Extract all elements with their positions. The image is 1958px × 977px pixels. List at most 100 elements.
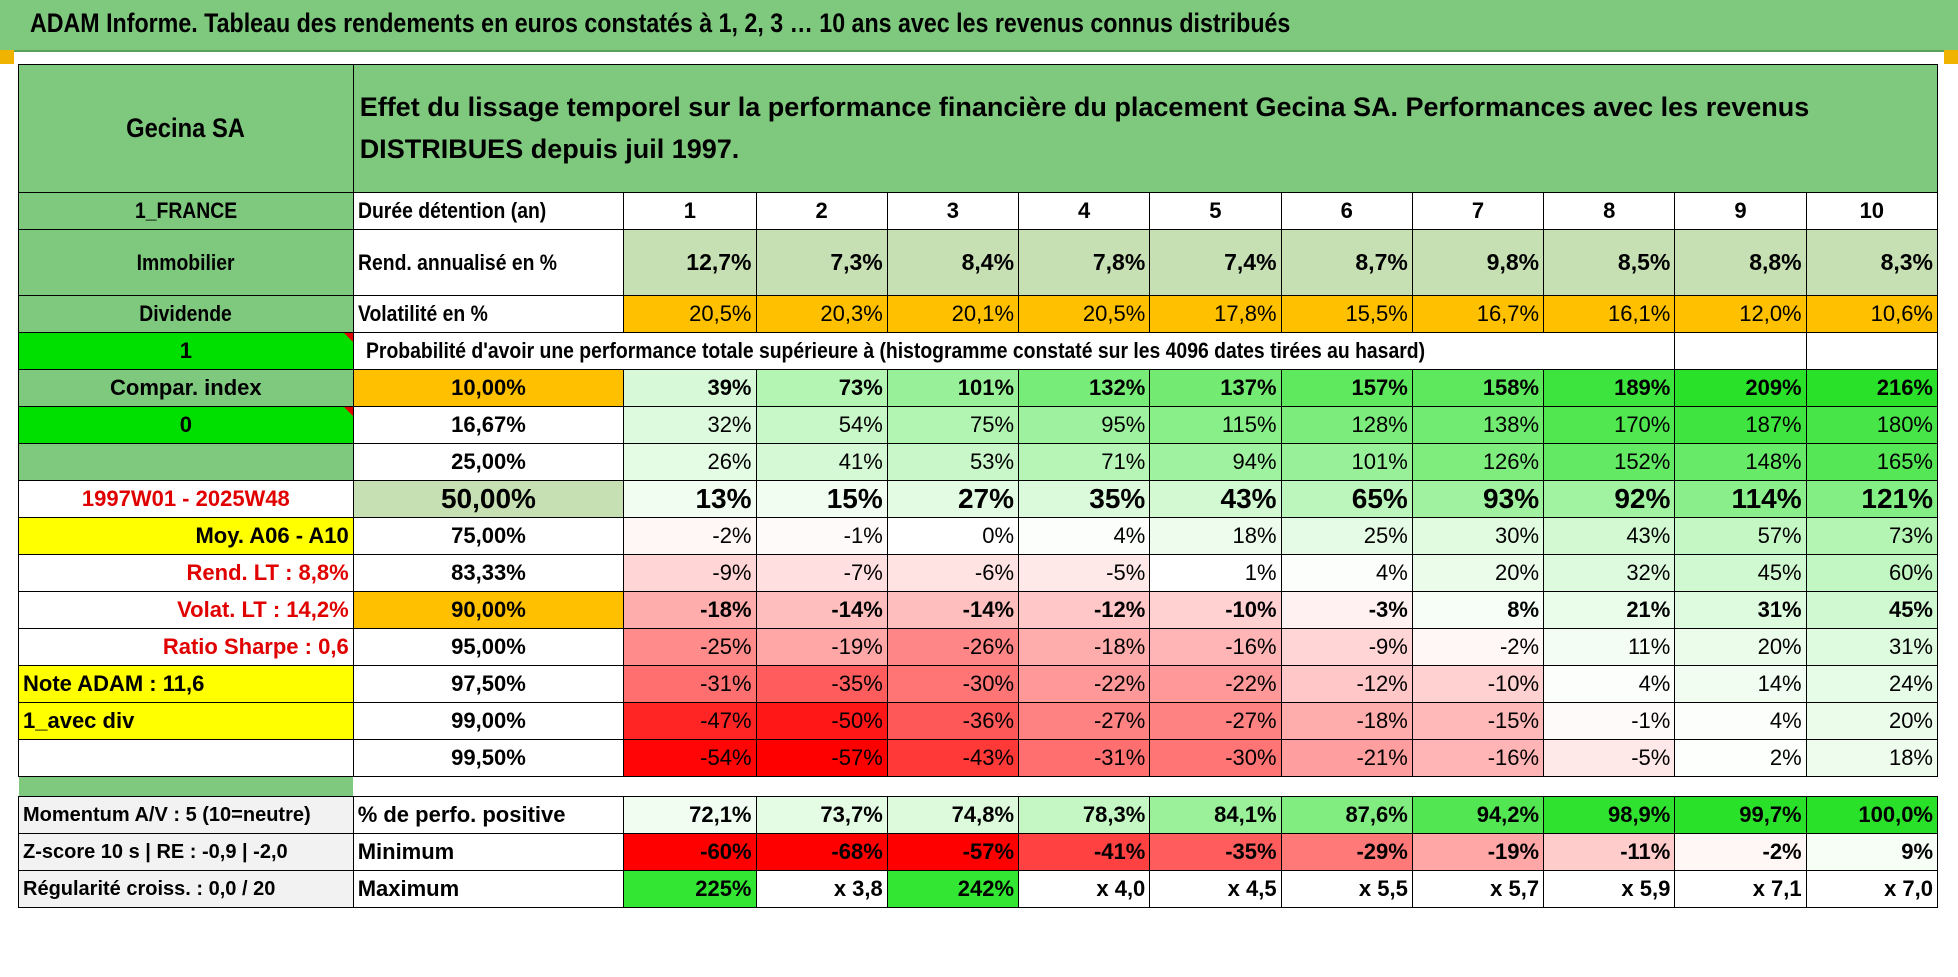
probability-value: -1%	[755, 517, 888, 555]
probability-value: -35%	[755, 665, 888, 703]
probability-value: 187%	[1674, 406, 1807, 444]
probability-value: 30%	[1411, 517, 1545, 555]
probability-value: -31%	[1018, 739, 1151, 777]
maximum-value: x 4,0	[1018, 870, 1151, 908]
maximum-value: x 5,7	[1411, 870, 1545, 908]
probability-threshold: 99,00%	[352, 702, 625, 740]
empty-label-cell	[18, 739, 354, 777]
positive-performance-value: 99,7%	[1674, 796, 1807, 834]
probability-threshold: 95,00%	[352, 628, 625, 666]
maximum-value: x 4,5	[1149, 870, 1282, 908]
probability-value: 11%	[1543, 628, 1676, 666]
probability-value: 65%	[1280, 480, 1413, 518]
probability-value: 20%	[1674, 628, 1807, 666]
probability-value: 25%	[1280, 517, 1413, 555]
minimum-value: -57%	[886, 833, 1020, 871]
positive-performance-label: % de perfo. positive	[352, 796, 625, 834]
probability-value: 24%	[1805, 665, 1939, 703]
probability-value: 26%	[623, 443, 757, 481]
volatility-label: Volatilité en %	[352, 295, 625, 333]
minimum-value: 9%	[1805, 833, 1939, 871]
probability-value: 60%	[1805, 554, 1939, 592]
period-label: 1997W01 - 2025W48	[18, 480, 354, 518]
maximum-value: x 7,0	[1805, 870, 1939, 908]
positive-performance-value: 73,7%	[755, 796, 888, 834]
annual-return-value: 8,7%	[1280, 229, 1413, 296]
volatility-value: 15,5%	[1280, 295, 1413, 333]
probability-threshold: 97,50%	[352, 665, 625, 703]
probability-value: 71%	[1018, 443, 1151, 481]
spacer-cell	[18, 776, 354, 797]
probability-value: -2%	[623, 517, 757, 555]
probability-value: 14%	[1674, 665, 1807, 703]
probability-value: 4%	[1543, 665, 1676, 703]
dividend-label: Dividende	[18, 295, 354, 333]
probability-value: 20%	[1805, 702, 1939, 740]
flag-one-cell: 1	[18, 332, 354, 370]
year-header: 1	[623, 192, 757, 230]
maximum-value: x 5,9	[1543, 870, 1676, 908]
probability-value: 137%	[1149, 369, 1282, 407]
maximum-value: 242%	[886, 870, 1020, 908]
probability-value: 20%	[1411, 554, 1545, 592]
probability-threshold: 75,00%	[352, 517, 625, 555]
volatility-value: 16,1%	[1543, 295, 1676, 333]
probability-value: -3%	[1280, 591, 1413, 629]
positive-performance-value: 87,6%	[1280, 796, 1413, 834]
probability-value: 180%	[1805, 406, 1939, 444]
positive-performance-value: 100,0%	[1805, 796, 1939, 834]
probability-value: 43%	[1149, 480, 1282, 518]
annual-return-value: 9,8%	[1411, 229, 1545, 296]
probability-value: -43%	[886, 739, 1020, 777]
probability-value: 75%	[886, 406, 1020, 444]
annual-return-value: 8,3%	[1805, 229, 1939, 296]
probability-value: -22%	[1018, 665, 1151, 703]
probability-value: -26%	[886, 628, 1020, 666]
probability-value: 53%	[886, 443, 1020, 481]
probability-value: -27%	[1149, 702, 1282, 740]
probability-value: -16%	[1149, 628, 1282, 666]
probability-value: -18%	[1280, 702, 1413, 740]
probability-value: -9%	[623, 554, 757, 592]
year-header: 8	[1543, 192, 1676, 230]
annual-return-value: 7,4%	[1149, 229, 1282, 296]
volatility-value: 12,0%	[1674, 295, 1807, 333]
country-label: 1_FRANCE	[18, 192, 354, 230]
probability-value: 57%	[1674, 517, 1807, 555]
probability-value: -21%	[1280, 739, 1413, 777]
volatility-value: 10,6%	[1805, 295, 1939, 333]
probability-value: -31%	[623, 665, 757, 703]
positive-performance-value: 98,9%	[1543, 796, 1676, 834]
probability-value: 128%	[1280, 406, 1413, 444]
probability-value: -22%	[1149, 665, 1282, 703]
probability-value: -1%	[1543, 702, 1676, 740]
probability-value: 31%	[1674, 591, 1807, 629]
probability-value: 15%	[755, 480, 888, 518]
sharpe-ratio: Ratio Sharpe : 0,6	[18, 628, 354, 666]
probability-value: 148%	[1674, 443, 1807, 481]
empty-label-cell	[18, 443, 354, 481]
probability-value: -5%	[1018, 554, 1151, 592]
probability-value: 39%	[623, 369, 757, 407]
probability-threshold: 16,67%	[352, 406, 625, 444]
year-header: 6	[1280, 192, 1413, 230]
probability-value: 45%	[1805, 591, 1939, 629]
probability-value: 92%	[1543, 480, 1676, 518]
probability-value: 0%	[886, 517, 1020, 555]
probability-value: 21%	[1543, 591, 1676, 629]
year-header: 2	[755, 192, 888, 230]
probability-value: -18%	[1018, 628, 1151, 666]
probability-value: 31%	[1805, 628, 1939, 666]
volatility-value: 20,3%	[755, 295, 888, 333]
probability-value: -10%	[1411, 665, 1545, 703]
probability-value: 4%	[1280, 554, 1413, 592]
probability-value: 101%	[886, 369, 1020, 407]
regularity-label: Régularité croiss. : 0,0 / 20	[18, 870, 354, 908]
sector-label: Immobilier	[18, 229, 354, 296]
probability-value: -2%	[1411, 628, 1545, 666]
year-header: 5	[1149, 192, 1282, 230]
probability-value: 152%	[1543, 443, 1676, 481]
probability-value: 54%	[755, 406, 888, 444]
probability-value: 126%	[1411, 443, 1545, 481]
annual-return-value: 8,4%	[886, 229, 1020, 296]
